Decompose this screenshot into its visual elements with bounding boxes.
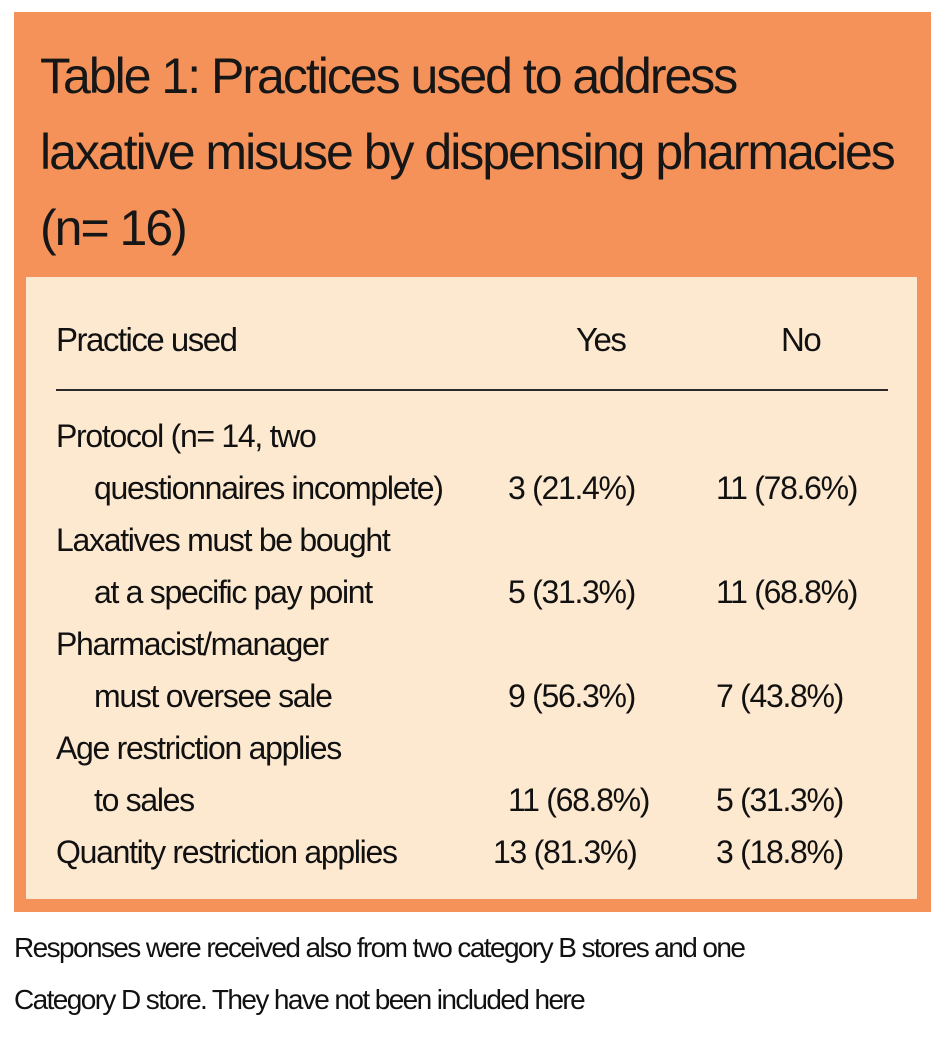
table-footnote: Responses were received also from two ca…: [14, 922, 924, 1026]
row-yes-value: 13 (81.3%): [493, 834, 638, 870]
row-yes-value: 3 (21.4%): [508, 470, 636, 506]
table-rows: Protocol (n= 14, two questionnaires inco…: [56, 410, 896, 878]
table-row: Protocol (n= 14, two questionnaires inco…: [56, 410, 896, 514]
footnote-line2: Category D store. They have not been inc…: [14, 984, 586, 1015]
table-row: Laxatives must be bought at a specific p…: [56, 514, 896, 618]
row-no-value: 7 (43.8%): [716, 678, 844, 714]
row-label-line2: must oversee sale: [94, 678, 333, 714]
header-divider: [56, 389, 888, 391]
table-row: Age restriction applies to sales 11 (68.…: [56, 722, 896, 826]
column-header-no: No: [781, 321, 822, 358]
column-header-practice: Practice used: [56, 321, 238, 358]
footnote-line1: Responses were received also from two ca…: [14, 932, 746, 963]
row-label-line2: to sales: [94, 782, 195, 818]
table-row: Pharmacist/manager must oversee sale 9 (…: [56, 618, 896, 722]
row-label-line1: Protocol (n= 14, two: [56, 418, 317, 454]
table-header-row: Practice used Yes No: [56, 321, 886, 361]
row-label-line1: Pharmacist/manager: [56, 626, 329, 662]
row-no-value: 11 (68.8%): [716, 574, 858, 610]
table-body: Practice used Yes No Protocol (n= 14, tw…: [26, 277, 917, 899]
row-no-value: 11 (78.6%): [716, 470, 858, 506]
row-no-value: 5 (31.3%): [716, 782, 844, 818]
row-label-line1: Laxatives must be bought: [56, 522, 391, 558]
table-row: Quantity restriction applies 13 (81.3%) …: [56, 826, 896, 878]
row-label-line1: Age restriction applies: [56, 730, 342, 766]
column-header-yes: Yes: [576, 321, 627, 358]
row-yes-value: 11 (68.8%): [508, 782, 650, 818]
row-label-line2: questionnaires incomplete): [94, 470, 444, 506]
table-title: Table 1: Practices used to address laxat…: [40, 48, 896, 256]
row-yes-value: 9 (56.3%): [508, 678, 636, 714]
row-no-value: 3 (18.8%): [716, 834, 844, 870]
row-label-line1: Quantity restriction applies: [56, 834, 398, 870]
row-label-line2: at a specific pay point: [94, 574, 373, 610]
table-card: Table 1: Practices used to address laxat…: [14, 12, 931, 912]
row-yes-value: 5 (31.3%): [508, 574, 636, 610]
